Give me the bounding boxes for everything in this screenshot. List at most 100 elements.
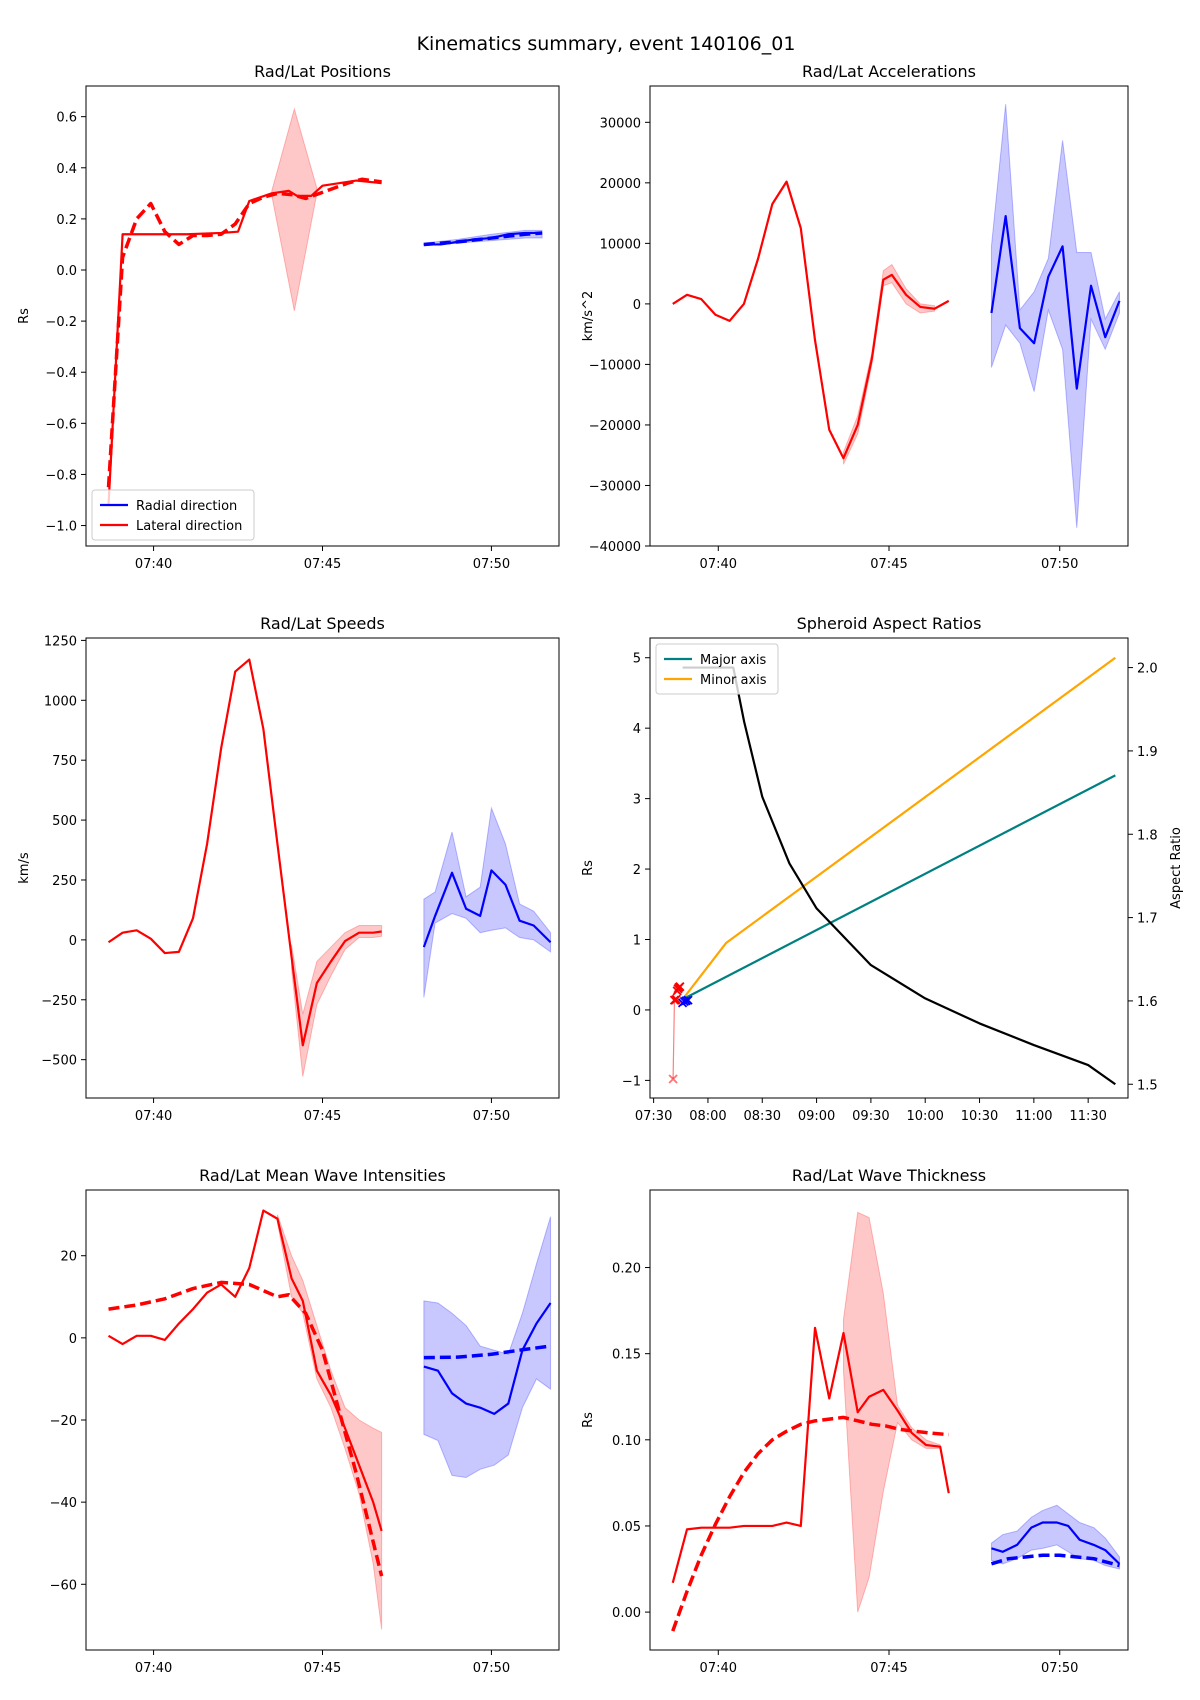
legend: Radial direction Lateral direction	[91, 489, 255, 541]
y-tick-label: −500	[41, 1054, 77, 1069]
chart-intensities: 07:40 07:45 07:50 −60 −40 −20 0 20 Rad/Lat Mean …	[50, 1166, 560, 1676]
y-right-axis-label: Aspect Ratio	[1169, 827, 1184, 909]
chart-title: Rad/Lat Mean Wave Intensities	[199, 1166, 446, 1185]
series-lateral-error-band	[291, 925, 383, 1077]
plot-area	[107, 658, 552, 1077]
series-lateral-error-band	[276, 1214, 383, 1630]
x-tick-label: 07:50	[473, 1661, 510, 1676]
chart-title: Rad/Lat Wave Thickness	[792, 1166, 986, 1185]
y-tick-label: −10000	[589, 358, 641, 373]
y-right-tick-label: 1.5	[1137, 1078, 1158, 1093]
series-lateral-points-marker	[671, 994, 681, 1005]
x-tick-label: 09:30	[852, 1109, 889, 1124]
series-radial-error-band	[423, 1216, 552, 1479]
y-tick-label: 0.4	[56, 162, 77, 177]
y-tick-label: −40	[50, 1496, 77, 1511]
x-tick-label: 07:45	[304, 1661, 341, 1676]
series-radial-fit-line	[423, 1344, 551, 1360]
y-tick-label: −20	[50, 1414, 77, 1429]
y-axis-label: Rs	[581, 1412, 596, 1428]
x-tick-label: 07:50	[473, 557, 510, 572]
legend: Major axis Minor axis	[655, 643, 779, 695]
y-tick-label: −20000	[589, 419, 641, 434]
y-tick-label: 0.2	[56, 213, 77, 228]
y-tick-label: 0.00	[612, 1606, 641, 1621]
x-tick-label: 09:00	[798, 1109, 835, 1124]
x-tick-label: 10:30	[961, 1109, 998, 1124]
series-lateral-line	[672, 180, 950, 460]
y-tick-label: 0.15	[612, 1348, 641, 1363]
x-tick-label: 07:50	[1041, 557, 1078, 572]
series-major-axis-line	[682, 774, 1116, 1001]
x-tick-label: 07:45	[870, 1661, 907, 1676]
series-aspect-ratio-line	[682, 666, 1116, 1086]
y-tick-label: −30000	[589, 479, 641, 494]
series-lateral-points-marker	[675, 982, 685, 992]
series-radial-line	[423, 1302, 552, 1415]
series-lateral-fit-line	[108, 1280, 384, 1577]
y-right-tick-label: 1.9	[1137, 745, 1158, 760]
y-axis-label: km/s	[17, 852, 32, 884]
y-tick-label: −1.0	[45, 520, 77, 535]
legend-box	[91, 489, 255, 541]
x-tick-label: 07:50	[473, 1109, 510, 1124]
x-tick-label: 08:30	[744, 1109, 781, 1124]
axes-frame	[649, 637, 1129, 1099]
y-tick-label: −0.6	[45, 417, 77, 432]
y-tick-label: 0	[69, 934, 77, 949]
y-tick-label: 250	[52, 874, 77, 889]
x-tick-label: 11:00	[1015, 1109, 1052, 1124]
y-tick-label: 4	[633, 722, 641, 737]
y-right-tick-label: 1.7	[1137, 912, 1158, 927]
y-tick-label: 1250	[44, 634, 77, 649]
series-radial-fit-line	[423, 231, 543, 247]
legend-entry-minor-axis: Minor axis	[700, 673, 767, 688]
y-tick-label: 0.6	[56, 111, 77, 126]
series-lateral-fit-line	[106, 177, 382, 488]
series-lateral-connector	[672, 1000, 676, 1079]
y-right-tick-label: 1.6	[1137, 995, 1158, 1010]
x-tick-label: 08:00	[689, 1109, 726, 1124]
y-tick-label: 750	[52, 754, 77, 769]
y-tick-label: −0.4	[45, 366, 77, 381]
x-tick-label: 07:30	[635, 1109, 672, 1124]
y-tick-label: −40000	[589, 540, 641, 555]
y-tick-label: 1000	[44, 694, 77, 709]
chart-aspect: 07:30 08:00 08:30 09:00 09:30 10:00 10:30 11:00…	[581, 614, 1184, 1124]
y-tick-label: 10000	[600, 237, 641, 252]
legend-box	[655, 643, 779, 695]
plot-area	[106, 107, 543, 506]
chart-title: Rad/Lat Accelerations	[802, 62, 976, 81]
y-axis-label: km/s^2	[581, 291, 596, 342]
x-tick-label: 07:50	[1041, 1661, 1078, 1676]
x-tick-label: 07:40	[135, 1109, 172, 1124]
series-radial-line	[991, 1521, 1121, 1565]
plot-area	[671, 1211, 1121, 1632]
y-tick-label: 3	[633, 793, 641, 808]
y-tick-label: 2	[633, 863, 641, 878]
y-tick-label: 0.20	[612, 1262, 641, 1277]
y-tick-label: −0.8	[45, 468, 77, 483]
chart-thickness: 07:40 07:45 07:50 0.00 0.05 0.10 0.15 0.20 Rad/L…	[581, 1166, 1129, 1676]
x-tick-label: 07:40	[135, 1661, 172, 1676]
series-radial-error-band	[423, 806, 552, 998]
y-tick-label: −250	[41, 994, 77, 1009]
y-tick-label: 0	[69, 1332, 77, 1347]
y-tick-label: −0.2	[45, 315, 77, 330]
x-tick-label: 07:40	[700, 1661, 737, 1676]
series-lateral-fit-line	[671, 1415, 949, 1632]
series-radial-points-marker	[683, 995, 693, 1005]
series-radial-error-band	[990, 1504, 1120, 1570]
x-tick-label: 07:45	[870, 557, 907, 572]
chart-accelerations: 07:40 07:45 07:50 −40000 −30000 −20000 −10000 0…	[581, 62, 1129, 572]
series-radial-error-band	[990, 104, 1120, 528]
y-tick-label: 0.05	[612, 1520, 641, 1535]
series-radial-line	[422, 869, 552, 948]
figure-suptitle: Kinematics summary, event 140106_01	[417, 33, 796, 55]
chart-title: Spheroid Aspect Ratios	[797, 614, 982, 633]
y-tick-label: 0	[633, 298, 641, 313]
legend-entry-lateral-direction: Lateral direction	[136, 519, 242, 534]
series-radial-line	[990, 215, 1121, 390]
y-tick-label: 0.0	[56, 264, 77, 279]
